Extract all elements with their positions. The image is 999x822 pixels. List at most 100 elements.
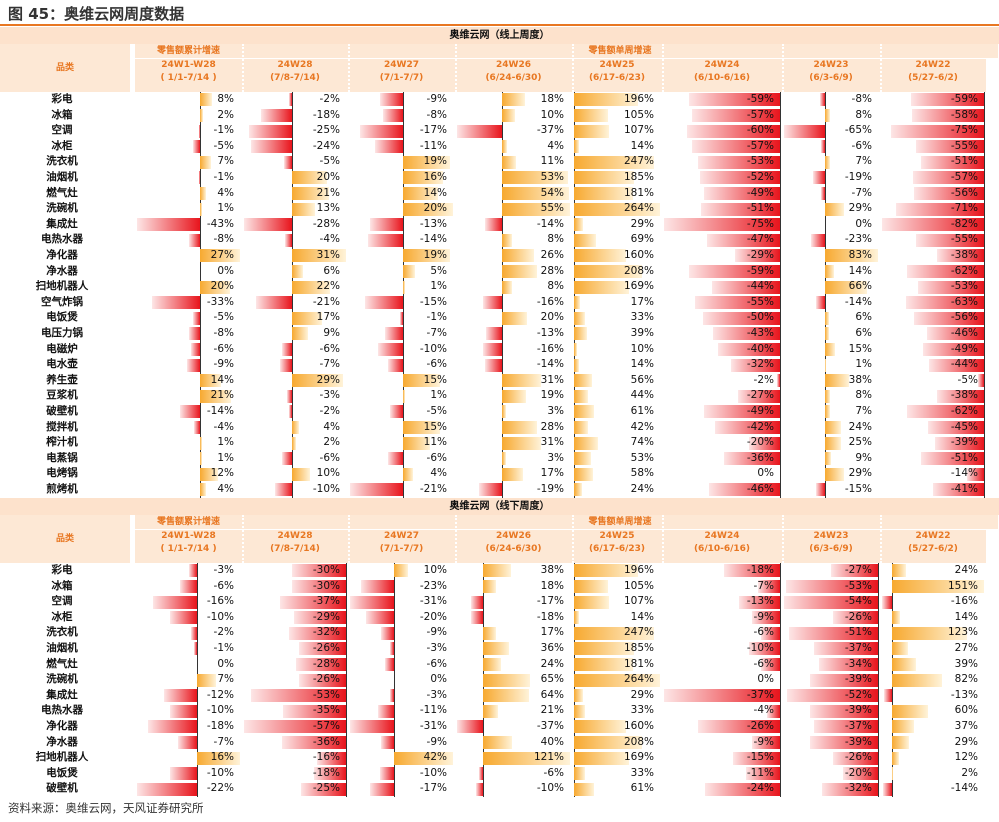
cell-value: 169% — [623, 280, 654, 293]
bar-positive — [574, 374, 593, 388]
cell-value: 24% — [540, 657, 564, 670]
cell-value: -43% — [206, 217, 234, 230]
category-label: 电饭煲 — [46, 766, 78, 779]
cell-value: 10% — [540, 108, 564, 121]
bar-negative — [810, 233, 826, 247]
cell-value: -63% — [950, 295, 978, 308]
cell-value: -18% — [746, 564, 774, 576]
category-label: 空调 — [51, 595, 73, 608]
figure-title: 图 45：奥维云网周度数据 — [8, 5, 185, 23]
cell-value: 14% — [210, 373, 234, 386]
cell-value: -17% — [536, 595, 564, 608]
bar-positive — [825, 389, 831, 403]
cell-value: 55% — [540, 202, 564, 215]
cell-value: 196% — [623, 564, 654, 576]
cell-value: -62% — [950, 405, 978, 417]
bar-negative — [923, 342, 984, 356]
cell-value: 36% — [540, 642, 564, 654]
cell-value: -6% — [213, 342, 234, 355]
cell-value: 39% — [630, 327, 654, 339]
category-label: 电蒸锅 — [46, 451, 78, 464]
cell-value: -53% — [950, 280, 978, 293]
bar-negative — [820, 93, 826, 107]
cell-value: -15% — [746, 751, 774, 764]
column-header: 24W24 (6/10-6/16) — [662, 59, 782, 92]
bar-positive — [483, 579, 497, 593]
category-label: 电热水器 — [41, 233, 83, 246]
bar-negative — [369, 782, 394, 796]
cumulative-label: 零售额累计增速 — [135, 515, 242, 529]
bar-positive — [502, 233, 513, 247]
bar-positive — [483, 689, 530, 703]
bar-positive — [574, 186, 633, 200]
header-separator — [348, 515, 350, 563]
cell-value: 17% — [540, 467, 564, 480]
bar-positive — [825, 155, 830, 169]
cell-value: -23% — [844, 233, 872, 246]
cell-value: -2% — [319, 405, 340, 417]
bar-positive — [502, 155, 516, 169]
cell-value: -10% — [312, 483, 340, 495]
cell-value: -37% — [536, 124, 564, 137]
bar-positive — [502, 140, 508, 154]
bar-positive — [574, 564, 638, 578]
cell-value: -11% — [419, 704, 447, 717]
column-period: (6/17-6/23) — [588, 544, 646, 554]
cell-value: -1% — [426, 311, 447, 324]
bar-negative — [378, 704, 394, 718]
bar-positive — [402, 155, 451, 169]
category-label: 净化器 — [46, 720, 78, 732]
cell-value: -3% — [426, 642, 447, 654]
cell-value: -37% — [844, 720, 872, 732]
cell-value: -75% — [746, 217, 774, 230]
bar-negative — [821, 140, 826, 154]
category-label: 净化器 — [46, 249, 78, 261]
bar-negative — [732, 751, 780, 765]
column-name: 24W26 — [496, 531, 531, 541]
cell-value: 8% — [855, 389, 872, 402]
cell-value: 18% — [540, 93, 564, 105]
header-separator — [782, 515, 784, 563]
cell-value: -16% — [206, 595, 234, 608]
bar-negative — [820, 186, 826, 200]
bar-positive — [502, 108, 515, 122]
category-label: 洗衣机 — [46, 155, 78, 168]
bar-negative — [164, 689, 197, 703]
cell-value: 31% — [316, 249, 340, 261]
cell-value: -27% — [844, 564, 872, 576]
bar-negative — [485, 218, 503, 232]
column-period: (7/1-7/7) — [379, 73, 424, 83]
bar-positive — [502, 93, 525, 107]
bar-negative — [698, 720, 780, 734]
cell-value: -9% — [753, 735, 774, 748]
bar-positive — [574, 296, 580, 310]
cell-value: 20% — [316, 171, 340, 183]
bar-positive — [825, 311, 830, 325]
bar-positive — [200, 93, 213, 107]
cell-value: -14% — [419, 233, 447, 246]
bar-negative — [299, 673, 346, 687]
bar-positive — [402, 467, 413, 481]
cell-value: 181% — [623, 186, 654, 199]
bar-negative — [137, 218, 201, 232]
bar-positive — [825, 108, 831, 122]
cell-value: 44% — [630, 389, 654, 402]
category-label: 电水壶 — [46, 358, 78, 371]
cell-value: -22% — [206, 782, 234, 795]
bar-positive — [574, 124, 609, 138]
cell-value: -53% — [312, 688, 340, 701]
header-separator — [455, 515, 457, 563]
cell-value: -39% — [844, 735, 872, 748]
bar-positive — [825, 436, 842, 450]
column-period: (7/8-7/14) — [270, 73, 320, 83]
cell-value: -49% — [746, 186, 774, 199]
bar-negative — [385, 657, 394, 671]
cell-value: -16% — [312, 751, 340, 764]
category-label: 电饭煲 — [46, 311, 78, 324]
category-label: 豆浆机 — [46, 389, 78, 402]
cell-value: -16% — [950, 595, 978, 608]
cell-value: 264% — [623, 202, 654, 215]
cell-value: -29% — [746, 249, 774, 261]
bar-positive — [502, 249, 535, 263]
bar-negative — [280, 358, 293, 372]
